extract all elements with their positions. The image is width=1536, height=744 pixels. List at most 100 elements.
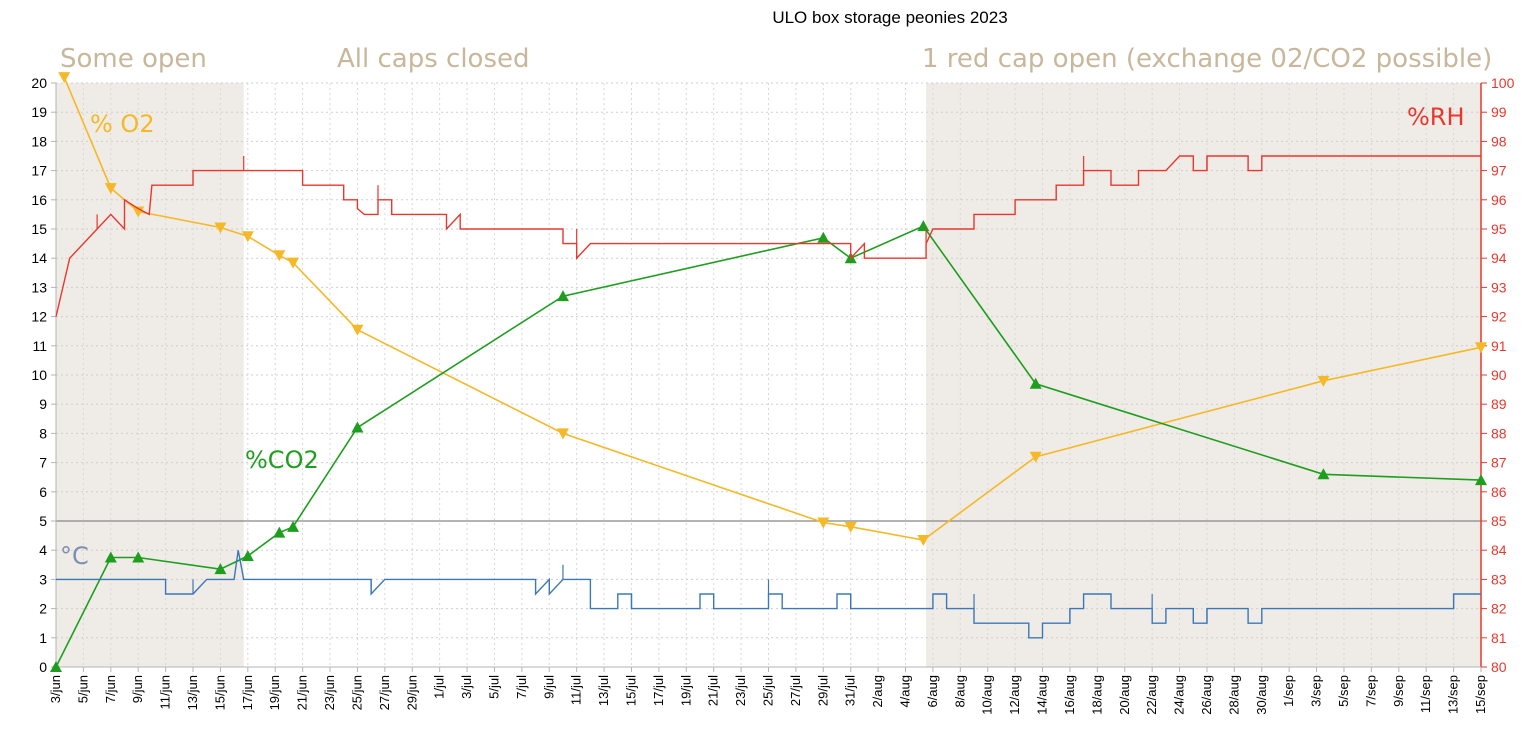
right-tick-label: 93 — [1491, 279, 1507, 295]
x-tick-label: 17/jul — [651, 675, 666, 706]
left-tick-label: 11 — [32, 338, 47, 354]
zone-layer — [56, 83, 1481, 667]
x-tick-label: 4/aug — [898, 675, 913, 708]
data-point-o2 — [817, 517, 830, 529]
left-tick-label: 17 — [31, 163, 47, 179]
x-tick-label: 11/jul — [569, 675, 584, 705]
co2-series-label: %CO2 — [245, 446, 319, 474]
data-point-co2 — [273, 526, 286, 538]
chart-title: ULO box storage peonies 2023 — [772, 8, 1007, 27]
data-point-co2 — [214, 563, 227, 575]
rh-series-label: %RH — [1407, 103, 1465, 131]
x-tick-label: 15/jun — [212, 675, 227, 710]
gridlines — [55, 82, 1482, 668]
x-tick-label: 21/jun — [295, 675, 310, 710]
x-tick-label: 6/aug — [925, 675, 940, 708]
right-tick-label: 92 — [1491, 309, 1507, 325]
x-tick-label: 23/jul — [733, 675, 748, 706]
data-point-co2 — [1029, 377, 1042, 389]
series-layer — [50, 72, 1487, 672]
left-tick-label: 10 — [31, 367, 47, 383]
x-tick-label: 3/jun — [48, 675, 63, 703]
x-tick-label: 13/jul — [596, 675, 611, 706]
x-tick-label: 3/sep — [1309, 675, 1324, 707]
x-tick-label: 18/aug — [1089, 675, 1104, 715]
left-tick-label: 16 — [31, 192, 47, 208]
o2-series-label: % O2 — [90, 110, 155, 138]
right-tick-label: 84 — [1491, 542, 1507, 558]
right-tick-label: 98 — [1491, 133, 1507, 149]
x-tick-label: 25/jul — [761, 675, 776, 706]
right-tick-label: 91 — [1491, 338, 1507, 354]
data-point-o2 — [1475, 342, 1487, 354]
left-tick-label: 20 — [31, 75, 47, 91]
zone-label: 1 red cap open (exchange 02/CO2 possible… — [922, 44, 1492, 74]
data-point-co2 — [50, 661, 62, 672]
left-tick-label: 0 — [39, 659, 47, 675]
x-tick-label: 24/aug — [1172, 675, 1187, 715]
x-tick-label: 5/jul — [486, 675, 501, 699]
x-tick-label: 19/jun — [267, 675, 282, 710]
right-tick-label: 94 — [1491, 250, 1507, 266]
data-point-co2 — [917, 220, 930, 232]
x-tick-label: 23/jun — [322, 675, 337, 710]
left-tick-label: 8 — [39, 425, 47, 441]
temperature-series-label: °C — [60, 542, 89, 570]
x-tick-label: 25/jun — [349, 675, 364, 710]
left-tick-label: 12 — [31, 309, 47, 325]
data-point-o2 — [1317, 375, 1330, 387]
right-tick-label: 80 — [1491, 659, 1507, 675]
x-tick-label: 27/jul — [788, 675, 803, 706]
x-tick-label: 7/jul — [514, 675, 529, 699]
data-point-co2 — [132, 551, 145, 563]
right-tick-label: 88 — [1491, 425, 1507, 441]
right-tick-label: 83 — [1491, 571, 1507, 587]
x-tick-label: 5/sep — [1336, 675, 1351, 707]
x-tick-label: 13/jun — [185, 675, 200, 710]
left-tick-label: 6 — [39, 484, 47, 500]
data-point-o2 — [351, 324, 364, 336]
x-tick-label: 15/jul — [623, 675, 638, 706]
data-point-o2 — [287, 257, 300, 269]
data-point-o2 — [132, 206, 145, 218]
data-point-co2 — [241, 550, 254, 562]
left-tick-label: 4 — [39, 542, 47, 558]
data-point-o2 — [214, 222, 227, 234]
x-tick-label: 19/jul — [678, 675, 693, 706]
x-tick-label: 30/aug — [1254, 675, 1269, 715]
x-tick-label: 15/sep — [1473, 675, 1488, 714]
x-tick-label: 11/jun — [158, 675, 173, 709]
x-tick-label: 1/jul — [432, 675, 447, 699]
x-tick-label: 20/aug — [1117, 675, 1132, 715]
zone-band — [926, 83, 1481, 667]
left-tick-label: 15 — [31, 221, 47, 237]
x-tick-label: 1/sep — [1281, 675, 1296, 707]
data-point-o2 — [556, 428, 569, 440]
left-tick-label: 3 — [39, 571, 47, 587]
right-tick-label: 96 — [1491, 192, 1507, 208]
data-point-co2 — [1317, 468, 1330, 480]
x-tick-label: 31/jul — [843, 675, 858, 706]
x-tick-label: 10/aug — [980, 675, 995, 715]
x-tick-label: 8/aug — [952, 675, 967, 708]
right-tick-label: 85 — [1491, 513, 1507, 529]
x-tick-label: 29/jul — [815, 675, 830, 706]
x-tick-label: 12/aug — [1007, 675, 1022, 715]
x-tick-label: 7/sep — [1363, 675, 1378, 707]
right-tick-label: 87 — [1491, 455, 1507, 471]
x-tick-label: 17/jun — [240, 675, 255, 710]
x-tick-label: 26/aug — [1199, 675, 1214, 715]
data-point-o2 — [1029, 451, 1042, 463]
x-tick-label: 22/aug — [1144, 675, 1159, 715]
x-tick-label: 5/jun — [75, 675, 90, 703]
right-tick-label: 82 — [1491, 601, 1507, 617]
left-tick-label: 19 — [31, 104, 47, 120]
series-line-rh — [55, 155, 1481, 317]
right-tick-label: 89 — [1491, 396, 1507, 412]
x-tick-label: 27/jun — [377, 675, 392, 710]
data-point-o2 — [844, 521, 857, 533]
x-tick-label: 14/aug — [1035, 675, 1050, 715]
data-point-o2 — [104, 183, 117, 195]
x-tick-label: 28/aug — [1226, 675, 1241, 715]
